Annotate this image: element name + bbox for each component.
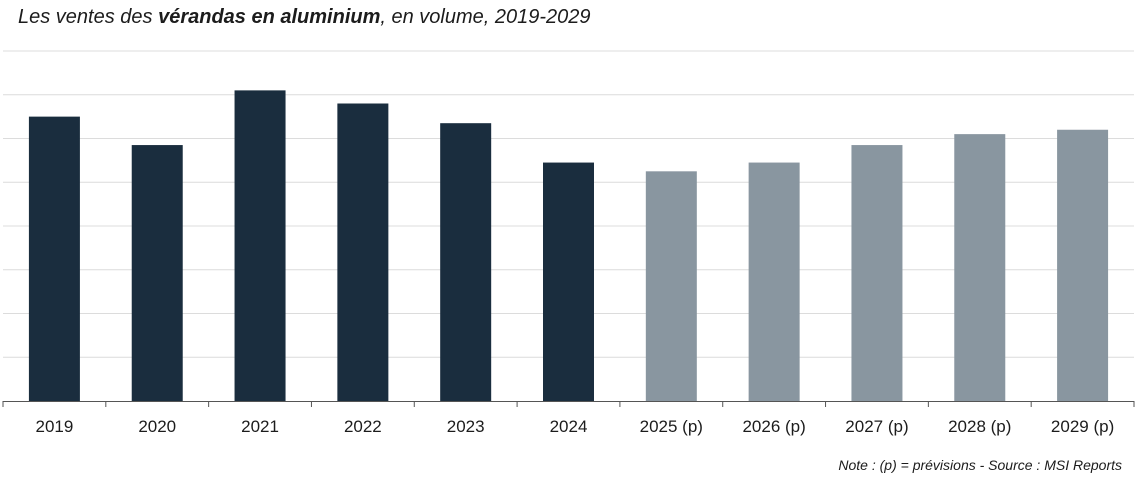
bar-2020: [131, 145, 183, 401]
bars: [28, 90, 1109, 401]
bar-2019: [28, 116, 80, 401]
x-tick-label: 2029 (p): [1051, 417, 1114, 436]
x-tick-label: 2027 (p): [845, 417, 908, 436]
x-tick-label: 2022: [344, 417, 382, 436]
bar-2021: [234, 90, 286, 401]
x-tick-label: 2023: [447, 417, 485, 436]
bar-2026-p: [748, 162, 800, 401]
chart-title: Les ventes des vérandas en aluminium, en…: [18, 6, 591, 29]
x-tick-label: 2024: [550, 417, 588, 436]
bar-2022: [337, 103, 389, 401]
bar-2024: [543, 162, 594, 401]
x-axis: [2, 401, 1135, 407]
bar-2027-p: [851, 145, 903, 401]
bar-2025-p: [645, 171, 697, 401]
bar-2028-p: [954, 134, 1006, 401]
x-tick-labels: 2019 2020 2021 2022 2023 2024 2025 (p) 2026 (p)…: [35, 417, 1114, 436]
x-tick-label: 2021: [241, 417, 279, 436]
x-tick-label: 2026 (p): [742, 417, 805, 436]
x-tick-label: 2025 (p): [640, 417, 703, 436]
bar-2023: [440, 123, 492, 401]
x-tick-label: 2020: [138, 417, 176, 436]
source-note: Note : (p) = prévisions - Source : MSI R…: [838, 457, 1122, 473]
bar-2029-p: [1057, 129, 1109, 401]
chart-title-suffix: , en volume, 2019-2029: [380, 6, 591, 28]
x-tick-label: 2028 (p): [948, 417, 1011, 436]
x-tick-label: 2019: [35, 417, 73, 436]
chart-title-prefix: Les ventes des: [18, 6, 159, 28]
chart-title-emphasis: vérandas en aluminium: [158, 6, 381, 28]
